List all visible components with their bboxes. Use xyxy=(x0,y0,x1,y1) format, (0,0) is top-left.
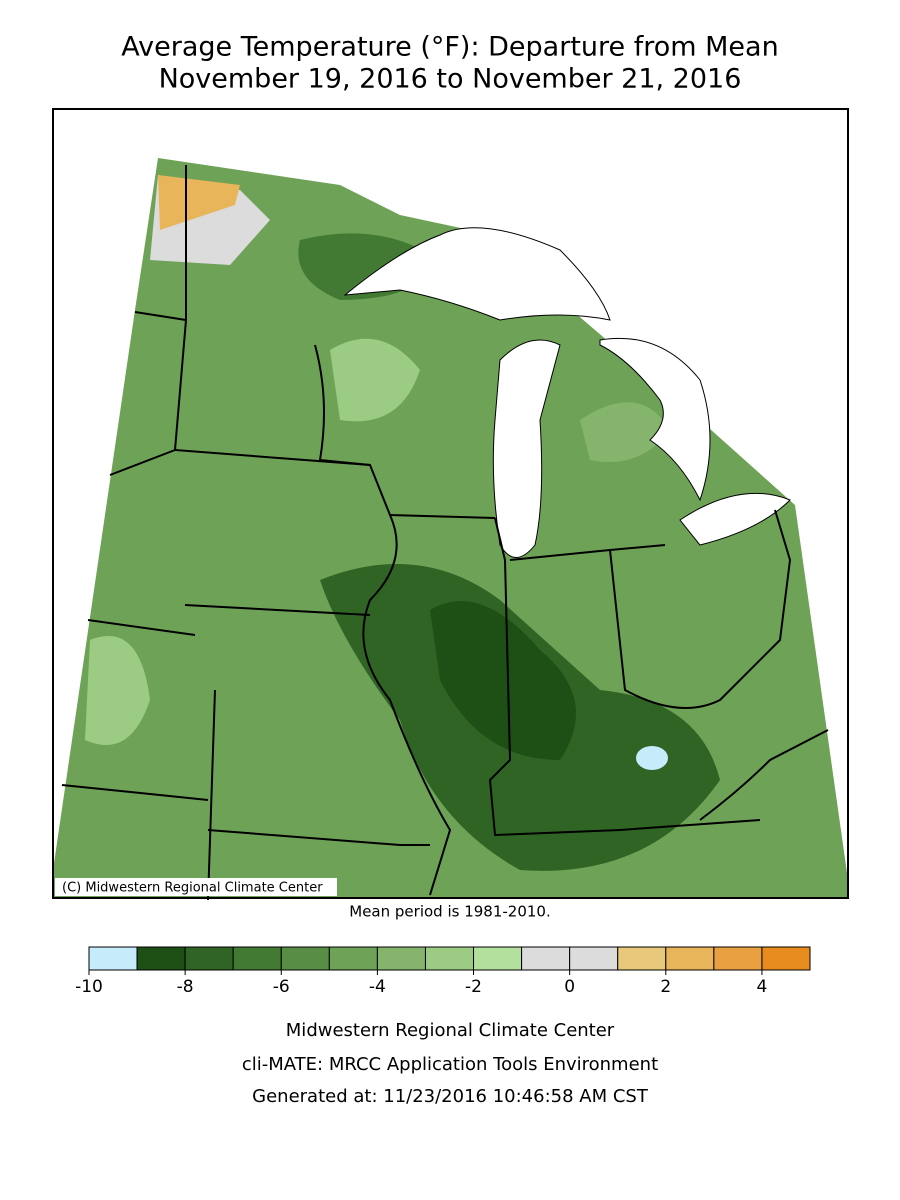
state-line xyxy=(488,509,792,837)
lake-huron xyxy=(599,337,711,502)
darkest-area xyxy=(430,601,576,760)
state-line xyxy=(173,165,496,519)
colorbar-tick-label: 0 xyxy=(564,977,575,997)
colorbar-tick-label: -8 xyxy=(177,977,194,997)
footer-line: cli-MATE: MRCC Application Tools Environ… xyxy=(242,1054,658,1075)
map-frame xyxy=(52,108,849,899)
colorbar-bin xyxy=(424,946,475,971)
footer-line: Generated at: 11/23/2016 10:46:58 AM CST xyxy=(252,1086,649,1107)
colorbar-tick-label: -6 xyxy=(273,977,290,997)
colorbar-bin xyxy=(88,946,138,971)
subtitle: November 19, 2016 to November 21, 2016 xyxy=(159,64,742,95)
state-line xyxy=(207,689,829,901)
light-area xyxy=(580,402,670,462)
colorbar-tick-label: -4 xyxy=(369,977,386,997)
colorbar-bin xyxy=(280,946,330,971)
colorbar-tick-label: -10 xyxy=(75,977,103,997)
colorbar-bin xyxy=(376,946,426,971)
light-area xyxy=(85,636,150,745)
blue-area xyxy=(636,746,668,770)
colorbar: -10 -8 -6 -4 -2 0 2 4 xyxy=(75,946,811,997)
lake-erie xyxy=(679,492,791,546)
colorbar-bin xyxy=(713,946,763,971)
colorbar-bin xyxy=(761,946,811,971)
colorbar-tick-label: -2 xyxy=(465,977,482,997)
colorbar-tick-label: 4 xyxy=(757,977,768,997)
copyright: (C) Midwestern Regional Climate Center xyxy=(62,881,323,896)
orange-area xyxy=(158,175,240,230)
colorbar-bin xyxy=(232,946,282,971)
colorbar-tick-label: 2 xyxy=(660,977,671,997)
colorbar-bin xyxy=(665,946,715,971)
title: Average Temperature (°F): Departure from… xyxy=(121,32,778,63)
colorbar-bin xyxy=(617,946,667,971)
lake-superior xyxy=(343,227,611,321)
colorbar-bin xyxy=(521,946,571,971)
light-area xyxy=(330,338,420,422)
colorbar-bin xyxy=(569,946,619,971)
lake-michigan xyxy=(492,339,561,558)
copyright-bg xyxy=(55,878,337,896)
colorbar-bin xyxy=(328,946,378,971)
colorbar-bin xyxy=(473,946,523,971)
footer-line: Midwestern Regional Climate Center xyxy=(286,1020,615,1041)
state-line xyxy=(61,311,430,846)
mean-period-note: Mean period is 1981-2010. xyxy=(349,903,550,921)
colorbar-bin xyxy=(136,946,186,971)
colorbar-bin xyxy=(184,946,234,971)
map: (C) Midwestern Regional Climate Center xyxy=(52,108,849,901)
state-line xyxy=(314,344,452,896)
